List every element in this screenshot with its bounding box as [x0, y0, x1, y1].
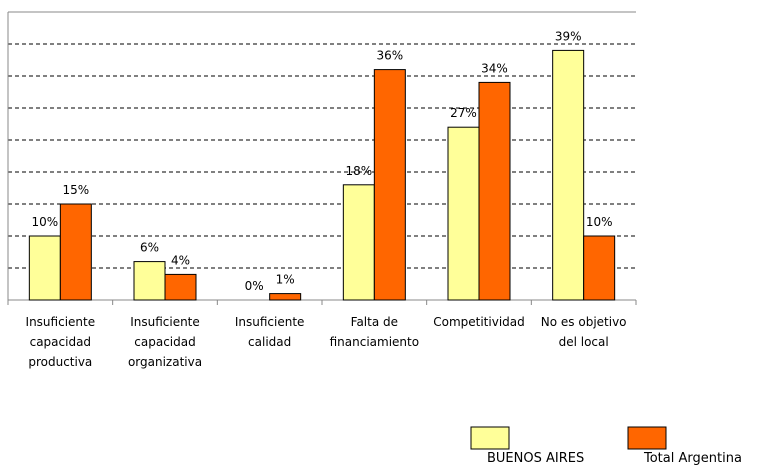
data-label: 10%	[31, 215, 58, 229]
bar	[59, 203, 92, 301]
bar	[133, 261, 166, 301]
bar	[447, 126, 480, 301]
data-label: 34%	[481, 61, 508, 75]
x-tick-label: Falta de financiamiento	[329, 315, 420, 349]
data-label: 1%	[276, 273, 295, 287]
data-label: 39%	[555, 29, 582, 43]
x-tick-label: Competitividad	[433, 315, 525, 329]
x-tick-label: Insuficiente capacidad productiva	[25, 315, 96, 369]
data-label: 15%	[62, 183, 89, 197]
bar	[269, 293, 302, 301]
bar	[373, 69, 406, 301]
bar	[342, 184, 375, 301]
data-label: 10%	[586, 215, 613, 229]
bar	[478, 81, 511, 301]
bar	[28, 235, 61, 301]
legend-swatch	[470, 426, 510, 450]
data-label: 4%	[171, 253, 190, 267]
legend-swatch	[627, 426, 667, 450]
legend-label: BUENOS AIRES	[487, 451, 585, 466]
bar	[552, 49, 585, 301]
legend-label: Total Argentina	[644, 451, 742, 466]
data-label: 27%	[450, 106, 477, 120]
data-label: 0%	[245, 279, 264, 293]
data-label: 18%	[345, 164, 372, 178]
x-tick-label: Insuficiente calidad	[234, 315, 305, 349]
x-tick-label: Insuficiente capacidad organizativa	[127, 315, 203, 369]
bar	[164, 273, 197, 301]
data-label: 6%	[140, 241, 159, 255]
bar	[583, 235, 616, 301]
x-tick-label: No es objetivo del local	[540, 315, 627, 349]
data-label: 36%	[376, 49, 403, 63]
